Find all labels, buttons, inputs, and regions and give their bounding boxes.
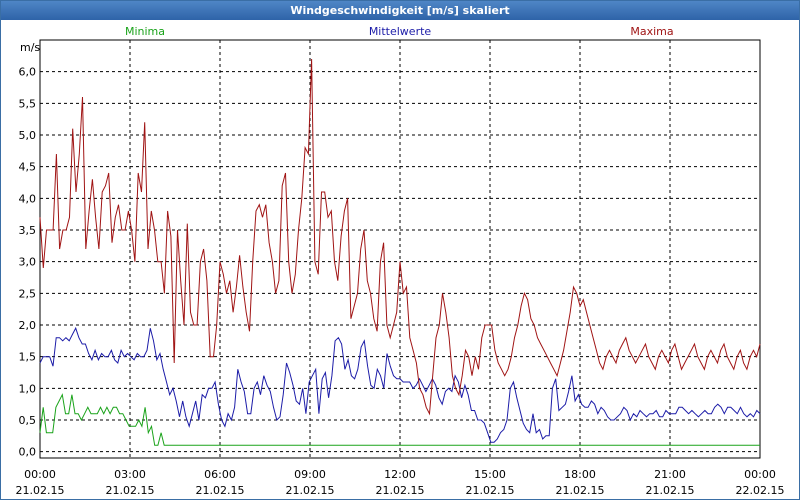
y-axis-label: m/s [20,41,40,54]
x-tick-date: 21.02.15 [16,484,65,497]
series-line-maxima [39,58,761,416]
x-tick-time: 12:00 [384,468,416,481]
y-tick-label: 2,5 [19,287,37,300]
x-tick-date: 21.02.15 [196,484,245,497]
x-tick-time: 00:00 [24,468,56,481]
x-tick-date: 21.02.15 [376,484,425,497]
series-line-mittelwerte [39,326,761,443]
y-tick-label: 3,0 [19,256,37,269]
x-tick-date: 21.02.15 [466,484,515,497]
x-tick-date: 21.02.15 [286,484,335,497]
x-tick-time: 03:00 [114,468,146,481]
y-tick-label: 6,0 [19,66,37,79]
x-tick-time: 18:00 [564,468,596,481]
legend-minima: Minima [125,25,165,38]
y-tick-label: 1,0 [19,382,37,395]
y-tick-label: 0,0 [19,446,37,459]
y-tick-label: 5,0 [19,129,37,142]
series-line-minima [39,393,760,446]
x-tick-time: 00:00 [744,468,776,481]
y-tick-label: 0,5 [19,414,37,427]
x-tick-time: 09:00 [294,468,326,481]
y-tick-label: 1,5 [19,351,37,364]
y-tick-label: 3,5 [19,224,37,237]
y-tick-label: 5,5 [19,97,37,110]
x-tick-time: 06:00 [204,468,236,481]
x-tick-date: 22.02.15 [736,484,785,497]
x-tick-date: 21.02.15 [556,484,605,497]
x-tick-date: 21.02.15 [106,484,155,497]
y-tick-label: 2,0 [19,319,37,332]
y-tick-label: 4,5 [19,161,37,174]
legend-mittelwerte: Mittelwerte [369,25,432,38]
y-tick-label: 4,0 [19,192,37,205]
x-tick-date: 21.02.15 [646,484,695,497]
x-tick-time: 15:00 [474,468,506,481]
window-title: Windgeschwindigkeit [m/s] skaliert [1,1,799,20]
legend-maxima: Maxima [630,25,673,38]
x-tick-time: 21:00 [654,468,686,481]
